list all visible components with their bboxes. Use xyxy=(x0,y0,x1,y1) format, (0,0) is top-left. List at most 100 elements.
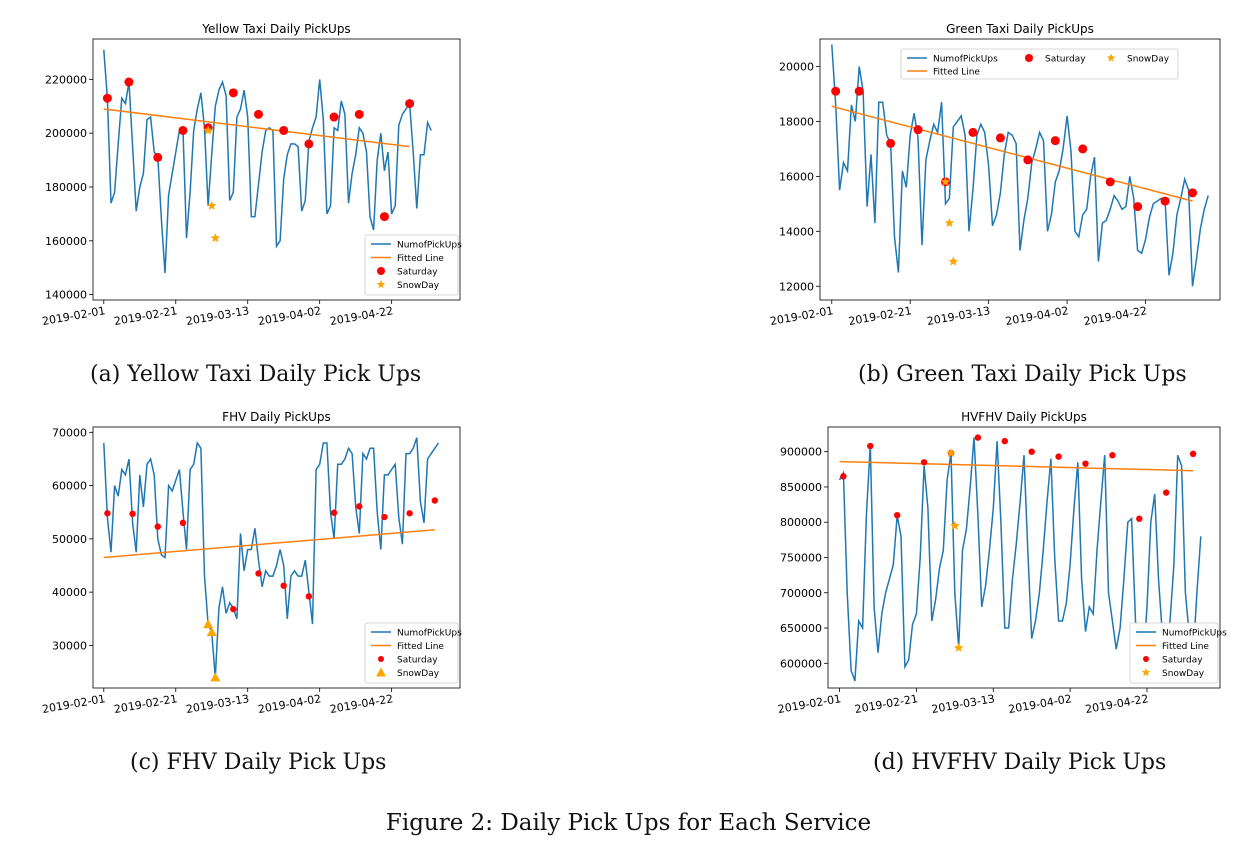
saturday-point xyxy=(1105,177,1115,187)
saturday-point xyxy=(1082,460,1089,467)
saturday-point xyxy=(1109,452,1116,459)
saturday-point xyxy=(431,497,439,504)
saturday-point xyxy=(255,570,262,577)
y-tick-label: 40000 xyxy=(52,586,87,599)
snowday-marker xyxy=(203,125,213,135)
legend-label-snow: SnowDay xyxy=(1127,55,1170,65)
snowday-marker xyxy=(948,256,959,266)
saturday-point xyxy=(381,513,388,521)
legend-label-saturday: Saturday xyxy=(1045,55,1086,65)
saturday-point xyxy=(893,511,901,519)
legend-swatch-saturday xyxy=(377,267,385,275)
saturday-point xyxy=(228,88,238,98)
legend-box xyxy=(364,234,459,296)
saturday-point xyxy=(280,582,287,589)
saturday-point xyxy=(1189,450,1197,458)
chart-title: Yellow Taxi Daily PickUps xyxy=(201,22,350,36)
saturday-point xyxy=(1001,437,1008,445)
saturday-point xyxy=(304,139,314,149)
x-tick-label: 2019-04-02 xyxy=(1004,304,1069,328)
fitted-line xyxy=(831,105,1193,202)
plot-frame xyxy=(92,38,461,301)
legend-swatch-snow xyxy=(376,667,386,677)
legend: NumofPickUps Fitted Line Saturday SnowDay xyxy=(900,48,1179,80)
green-taxi-chart: Green Taxi Daily PickUps 12000 14000 16000 1… xyxy=(765,20,1225,340)
x-tick-label: 2019-02-01 xyxy=(41,304,106,328)
legend-box xyxy=(1129,622,1219,684)
y-tick-label: 12000 xyxy=(779,280,814,293)
y-tick-label: 220000 xyxy=(45,73,87,86)
figure-caption: Figure 2: Daily Pick Ups for Each Servic… xyxy=(385,810,872,836)
chart-title: HVFHV Daily PickUps xyxy=(961,410,1087,424)
axes-group: FHV Daily PickUps 30000 40000 50000 60000 700… xyxy=(41,410,462,716)
saturday-point xyxy=(1078,144,1088,154)
hvfhv-chart: HVFHV Daily PickUps 600000 650000 700000 750… xyxy=(765,408,1227,728)
saturday-point xyxy=(405,99,415,109)
legend-swatch-saturday xyxy=(1143,656,1149,662)
snowday-marker xyxy=(210,233,221,243)
y-tick-label: 18000 xyxy=(779,115,814,128)
fitted-line xyxy=(103,529,435,559)
saturday-point xyxy=(305,593,313,600)
saturday-point xyxy=(1028,448,1035,455)
y-tick-label: 140000 xyxy=(45,289,87,302)
legend: NumofPickUps Fitted Line Saturday SnowDay xyxy=(364,622,462,684)
snowday-marker xyxy=(940,176,951,186)
y-tick-label: 900000 xyxy=(780,446,822,459)
series-line-numofpickups xyxy=(103,437,440,678)
saturday-point xyxy=(178,125,188,135)
snowday-marker xyxy=(207,200,217,210)
saturday-point xyxy=(406,510,413,517)
legend-label-snow: SnowDay xyxy=(397,281,440,291)
legend-label-saturday: Saturday xyxy=(397,656,438,666)
saturday-point xyxy=(104,510,111,517)
x-tick-label: 2019-02-01 xyxy=(41,692,106,716)
legend-label-snow: SnowDay xyxy=(397,669,440,679)
x-tick-label: 2019-03-13 xyxy=(931,692,996,716)
x-tick-label: 2019-04-22 xyxy=(1083,304,1148,328)
x-tick-label: 2019-04-02 xyxy=(257,304,322,328)
x-tick-label: 2019-04-22 xyxy=(329,304,394,328)
saturday-point xyxy=(254,109,264,119)
x-tick-label: 2019-02-21 xyxy=(113,692,178,716)
legend-swatch-snow xyxy=(1141,668,1151,677)
fitted-line xyxy=(839,460,1194,472)
saturday-point xyxy=(329,112,339,122)
legend-label-line: NumofPickUps xyxy=(397,241,462,251)
saturday-point xyxy=(153,152,163,162)
saturday-point xyxy=(154,523,161,530)
series-line-numofpickups xyxy=(831,44,1209,287)
saturday-point xyxy=(124,77,134,87)
saturday-point xyxy=(1050,136,1060,146)
saturday-point xyxy=(102,93,112,103)
snowday-marker xyxy=(953,642,964,652)
fhv-chart: FHV Daily PickUps 30000 40000 50000 60000 700… xyxy=(41,408,470,728)
y-tick-label: 600000 xyxy=(780,657,822,670)
saturday-point xyxy=(840,473,847,480)
legend-label-saturday: Saturday xyxy=(397,268,438,278)
y-tick-label: 16000 xyxy=(779,170,814,183)
caption-a: (a) Yellow Taxi Daily Pick Ups xyxy=(90,362,422,387)
y-tick-label: 850000 xyxy=(780,481,822,494)
y-tick-label: 160000 xyxy=(45,235,87,248)
saturday-point xyxy=(1136,515,1143,522)
x-tick-label: 2019-04-22 xyxy=(1084,692,1149,716)
legend-label-saturday: Saturday xyxy=(1162,656,1203,666)
snowday-marker xyxy=(210,672,221,682)
snowday-marker xyxy=(203,619,214,629)
x-tick-label: 2019-02-21 xyxy=(113,304,178,328)
snowday-marker xyxy=(946,448,956,458)
legend-label-fit: Fitted Line xyxy=(397,642,444,652)
saturday-point xyxy=(886,138,896,148)
y-tick-label: 60000 xyxy=(52,480,87,493)
legend: NumofPickUps Fitted Line Saturday SnowDay xyxy=(1129,622,1227,684)
x-tick-label: 2019-02-01 xyxy=(777,692,842,716)
legend: NumofPickUps Fitted Line Saturday SnowDay xyxy=(364,234,462,296)
saturday-point xyxy=(1188,188,1198,198)
saturday-point xyxy=(129,510,136,518)
y-tick-label: 180000 xyxy=(45,181,87,194)
saturday-point xyxy=(831,86,841,96)
legend-swatch-snow xyxy=(376,280,386,289)
snowday-marker xyxy=(206,627,217,637)
chart-title: Green Taxi Daily PickUps xyxy=(946,22,1094,36)
